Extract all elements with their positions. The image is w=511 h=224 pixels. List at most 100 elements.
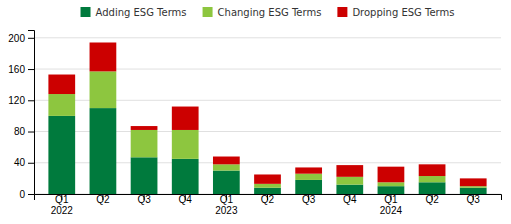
tick: 200 [8, 33, 34, 44]
tick: Q2 [96, 194, 110, 205]
legend-label: Changing ESG Terms [218, 7, 322, 18]
tick: 40 [14, 157, 34, 168]
tick-label: 120 [8, 95, 25, 106]
tick-mark [28, 132, 34, 133]
bar [172, 107, 199, 130]
tick: Q4 [343, 194, 357, 205]
tick-label: Q4 [179, 194, 193, 205]
tick: Q3 [137, 194, 151, 205]
tick-label: Q2 [96, 194, 110, 205]
tick-label: Q2 [425, 194, 439, 205]
legend-item: Changing ESG Terms [203, 7, 322, 18]
y-axis: 0 40 80 120 160 200 [8, 31, 34, 200]
grid [34, 38, 501, 194]
legend-swatch [81, 7, 91, 17]
bar [419, 176, 446, 182]
tick-label-line: Q1 [384, 194, 398, 205]
bar [131, 130, 158, 157]
bar [48, 75, 75, 95]
bar [336, 165, 363, 177]
bar-series [48, 108, 486, 194]
tick-label: Q3 [137, 194, 151, 205]
tick-label-line: Q1 [55, 194, 69, 205]
tick-label-line: Q3 [467, 194, 481, 205]
tick-label: Q12022 [51, 194, 74, 216]
tick-label: 200 [8, 33, 25, 44]
bar [419, 182, 446, 194]
bar [172, 130, 199, 159]
bar [48, 116, 75, 194]
legend-label: Dropping ESG Terms [352, 7, 454, 18]
legend-swatch [203, 7, 213, 17]
bar [90, 42, 117, 71]
bar [48, 94, 75, 116]
bars [48, 42, 486, 194]
bar [419, 164, 446, 176]
tick-label-line: Q2 [96, 194, 110, 205]
bar [90, 71, 117, 108]
bar [378, 186, 405, 194]
tick-label-line: Q4 [343, 194, 357, 205]
tick-mark [28, 100, 34, 101]
tick-mark [28, 163, 34, 164]
tick-label: Q3 [302, 194, 316, 205]
bar [131, 157, 158, 194]
tick-label: 0 [19, 189, 25, 200]
tick: Q12022 [51, 194, 74, 216]
bar [254, 184, 281, 188]
tick-label-line: Q3 [302, 194, 316, 205]
tick-label: Q3 [467, 194, 481, 205]
tick: Q2 [261, 194, 275, 205]
grid-line [34, 37, 501, 38]
tick-mark [28, 38, 34, 39]
legend-label: Adding ESG Terms [96, 7, 187, 18]
bar-series [48, 71, 486, 187]
bar [460, 178, 487, 186]
bar [336, 177, 363, 185]
tick-mark [28, 194, 34, 195]
tick-label-line: Q4 [179, 194, 193, 205]
bar [378, 167, 405, 183]
bar [295, 180, 322, 194]
tick-label-line: 2023 [215, 205, 238, 216]
tick: Q3 [302, 194, 316, 205]
tick-label: Q2 [261, 194, 275, 205]
bar-series [48, 42, 486, 186]
tick-label-line: Q2 [261, 194, 275, 205]
tick-label-line: Q1 [220, 194, 234, 205]
bar [460, 186, 487, 188]
tick-label-line: 2022 [51, 205, 74, 216]
tick: Q2 [425, 194, 439, 205]
tick-label-line: 2024 [380, 205, 403, 216]
bar [131, 126, 158, 130]
tick-label: 40 [14, 157, 26, 168]
bar [172, 159, 199, 194]
legend: Adding ESG Terms Changing ESG Terms Droppi… [81, 7, 455, 18]
x-axis: Q12022Q2Q3Q4Q12023Q2Q3Q4Q12024Q2Q3 [35, 194, 502, 216]
tick-label: Q12024 [380, 194, 403, 216]
plot: Q12022Q2Q3Q4Q12023Q2Q3Q4Q12024Q2Q3040801… [8, 31, 501, 217]
bar [254, 174, 281, 183]
bar [90, 108, 117, 194]
tick: Q3 [467, 194, 481, 205]
tick-label: 160 [8, 64, 25, 75]
bar [378, 182, 405, 186]
bar [213, 164, 240, 170]
bar [213, 171, 240, 194]
chart-container: Q12022Q2Q3Q4Q12023Q2Q3Q4Q12024Q2Q3040801… [0, 0, 511, 224]
tick-mark [28, 69, 34, 70]
tick-label-line: Q3 [137, 194, 151, 205]
tick-label: 80 [14, 126, 26, 137]
tick: 80 [14, 126, 34, 137]
tick-label: Q4 [343, 194, 357, 205]
legend-item: Adding ESG Terms [81, 7, 187, 18]
bar [336, 185, 363, 194]
bar [213, 157, 240, 165]
bar [295, 167, 322, 173]
legend-swatch [337, 7, 347, 17]
tick-label-line: Q2 [425, 194, 439, 205]
tick-label: Q12023 [215, 194, 238, 216]
legend-item: Dropping ESG Terms [337, 7, 454, 18]
axis-line [28, 31, 35, 195]
tick: 0 [19, 189, 34, 200]
